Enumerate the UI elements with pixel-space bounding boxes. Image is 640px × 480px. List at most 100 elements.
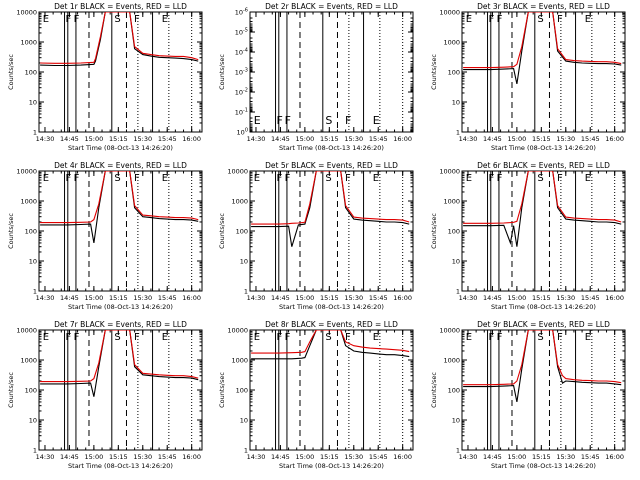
- series-events-line: [251, 171, 410, 247]
- y-tick-label: 1: [33, 129, 37, 137]
- series-events-line: [40, 171, 199, 243]
- series-lld-line: [251, 330, 410, 354]
- series-events-line: [251, 330, 410, 360]
- y-axis-label: Counts/sec: [218, 54, 226, 90]
- x-tick-label: 16:00: [393, 135, 412, 143]
- y-tick-label: 1: [244, 288, 248, 296]
- y-tick-label: 10: [452, 258, 460, 266]
- series-events-line: [40, 330, 199, 397]
- x-tick-label: 15:15: [109, 453, 128, 461]
- phase-marker: S: [114, 173, 120, 184]
- x-tick-label: 15:45: [158, 453, 177, 461]
- phase-marker: F: [497, 173, 503, 184]
- phase-marker: F: [134, 332, 140, 343]
- y-axis-label: Counts/sec: [430, 372, 438, 408]
- x-tick-label: 15:45: [581, 453, 600, 461]
- x-axis-label: Start Time (08-Oct-13 14:26:20): [491, 303, 596, 311]
- series-lld-line: [463, 171, 622, 224]
- y-tick-label: 1: [456, 288, 460, 296]
- panel-title: Det 4r BLACK = Events, RED = LLD: [54, 161, 187, 170]
- y-tick-label: 1000: [20, 39, 37, 47]
- y-tick-label: 10000: [439, 327, 460, 335]
- x-tick-label: 16:00: [393, 453, 412, 461]
- plot-frame: [461, 11, 626, 133]
- x-tick-label: 16:00: [182, 294, 201, 302]
- x-tick-label: 15:00: [508, 294, 527, 302]
- y-tick-label: 1000: [231, 198, 248, 206]
- phase-marker: S: [537, 332, 543, 343]
- panel-title: Det 6r BLACK = Events, RED = LLD: [477, 161, 610, 170]
- y-tick-label: 1000: [443, 357, 460, 365]
- y-tick-label: 1000: [443, 39, 460, 47]
- x-tick-label: 14:30: [36, 294, 55, 302]
- series-lld-line: [463, 12, 622, 69]
- x-tick-label: 14:45: [483, 135, 502, 143]
- y-axis-label: Counts/sec: [430, 213, 438, 249]
- series-events-line: [40, 12, 199, 67]
- x-tick-label: 15:30: [133, 294, 152, 302]
- phase-marker: S: [537, 173, 543, 184]
- panel-title: Det 7r BLACK = Events, RED = LLD: [54, 320, 187, 329]
- phase-marker: E: [43, 173, 49, 184]
- phase-marker: E: [585, 14, 591, 25]
- y-tick-label: 10000: [227, 168, 248, 176]
- y-axis-label: Counts/sec: [7, 54, 15, 90]
- x-tick-label: 15:00: [296, 294, 315, 302]
- series-events-line: [463, 330, 622, 403]
- y-tick-label: 10000: [16, 327, 37, 335]
- y-tick-label: 10-3: [235, 68, 248, 77]
- y-tick-label: 10000: [227, 327, 248, 335]
- phase-marker: F: [66, 173, 72, 184]
- series-group: [40, 171, 199, 243]
- phase-marker: F: [285, 114, 291, 127]
- phase-marker: E: [43, 14, 49, 25]
- y-axis-label: Counts/sec: [218, 372, 226, 408]
- series-lld-line: [463, 330, 622, 386]
- x-tick-label: 15:15: [532, 294, 551, 302]
- y-tick-label: 100: [448, 387, 460, 395]
- x-tick-label: 15:30: [344, 135, 363, 143]
- y-tick-label: 10: [452, 417, 460, 425]
- phase-marker: F: [66, 14, 72, 25]
- phase-marker: E: [373, 332, 379, 343]
- phase-marker: F: [497, 332, 503, 343]
- plot-frame: [461, 329, 626, 451]
- y-tick-label: 100: [237, 128, 248, 137]
- phase-marker: F: [489, 173, 495, 184]
- phase-marker: F: [74, 14, 80, 25]
- phase-marker: E: [466, 14, 472, 25]
- x-tick-label: 15:30: [556, 453, 575, 461]
- phase-marker: E: [43, 332, 49, 343]
- phase-marker: E: [466, 332, 472, 343]
- x-tick-label: 14:45: [483, 294, 502, 302]
- phase-marker: F: [557, 332, 563, 343]
- phase-marker: S: [114, 14, 120, 25]
- y-tick-label: 1: [456, 447, 460, 455]
- x-tick-label: 15:45: [581, 135, 600, 143]
- x-tick-label: 14:45: [60, 294, 79, 302]
- phase-marker: F: [557, 173, 563, 184]
- x-tick-label: 15:30: [344, 453, 363, 461]
- x-tick-label: 15:45: [581, 294, 600, 302]
- x-tick-label: 15:15: [320, 294, 339, 302]
- x-tick-label: 14:45: [60, 453, 79, 461]
- x-tick-label: 14:30: [247, 135, 266, 143]
- phase-marker: S: [325, 173, 331, 184]
- x-tick-label: 16:00: [182, 135, 201, 143]
- y-tick-label: 100: [236, 228, 248, 236]
- x-tick-label: 14:30: [36, 135, 55, 143]
- x-axis-label: Start Time (08-Oct-13 14:26:20): [491, 144, 596, 152]
- series-group: [40, 12, 199, 67]
- x-tick-label: 14:30: [459, 294, 478, 302]
- x-tick-label: 15:15: [532, 135, 551, 143]
- phase-marker: F: [285, 332, 291, 343]
- phase-marker: E: [162, 14, 168, 25]
- x-tick-label: 15:30: [344, 294, 363, 302]
- phase-marker: F: [497, 14, 503, 25]
- panel-title: Det 9r BLACK = Events, RED = LLD: [477, 320, 610, 329]
- y-tick-label: 1: [456, 129, 460, 137]
- x-tick-label: 15:15: [109, 135, 128, 143]
